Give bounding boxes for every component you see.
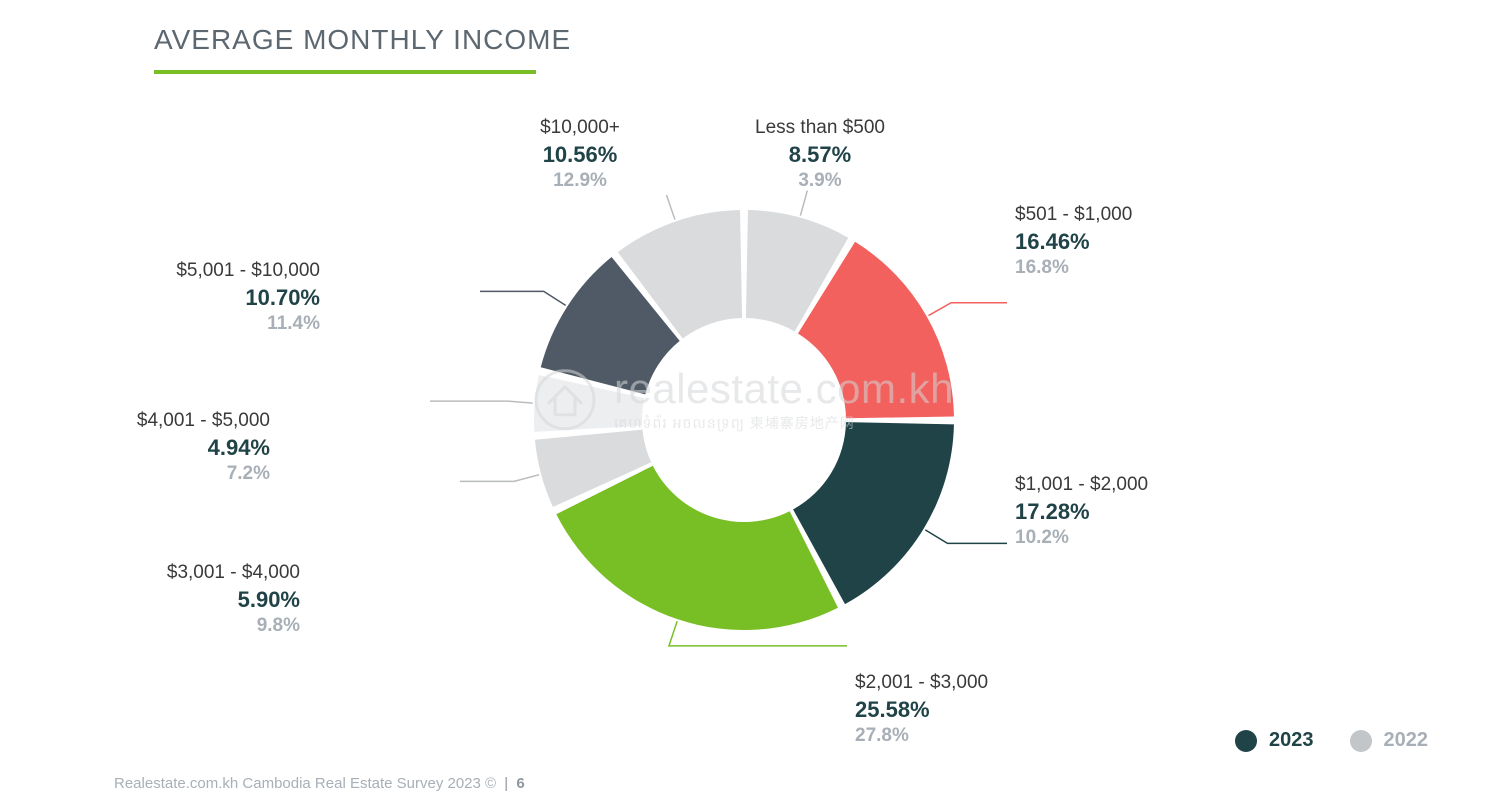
slice-value-2023: 10.56% [540, 141, 620, 170]
slice-value-2023: 4.94% [137, 434, 270, 463]
leader-line [430, 401, 533, 403]
slice-category: $501 - $1,000 [1015, 202, 1132, 228]
leader-line [928, 303, 1007, 316]
slice-label: $5,001 - $10,00010.70%11.4% [176, 258, 320, 336]
slice-label: $4,001 - $5,0004.94%7.2% [137, 408, 270, 486]
slice-value-2022: 7.2% [137, 462, 270, 486]
leader-line [800, 191, 807, 216]
slice-value-2022: 3.9% [755, 169, 885, 193]
slice-label: $3,001 - $4,0005.90%9.8% [167, 560, 300, 638]
slice-category: $1,001 - $2,000 [1015, 472, 1148, 498]
legend-label: 2023 [1269, 729, 1314, 752]
donut-chart-svg [0, 0, 1488, 808]
footer-page-number: 6 [516, 775, 524, 792]
slice-value-2022: 11.4% [176, 312, 320, 336]
slice-value-2023: 17.28% [1015, 498, 1148, 527]
legend-label: 2022 [1384, 729, 1429, 752]
slice-value-2022: 9.8% [167, 614, 300, 638]
slice-value-2023: 8.57% [755, 141, 885, 170]
slice-value-2023: 5.90% [167, 586, 300, 615]
slice-value-2023: 25.58% [855, 696, 988, 725]
slice-value-2022: 12.9% [540, 169, 620, 193]
leader-line [666, 195, 674, 220]
slice-category: $4,001 - $5,000 [137, 408, 270, 434]
slice-label: $10,000+10.56%12.9% [540, 115, 620, 193]
legend-item: 2023 [1235, 729, 1314, 752]
slice-value-2022: 16.8% [1015, 256, 1132, 280]
slice-category: $5,001 - $10,000 [176, 258, 320, 284]
slice-category: $10,000+ [540, 115, 620, 141]
slice-label: $501 - $1,00016.46%16.8% [1015, 202, 1132, 280]
leader-line [480, 291, 566, 305]
donut-slice [556, 466, 838, 630]
leader-line [460, 475, 539, 482]
legend-dot [1350, 730, 1372, 752]
chart-legend: 2023 2022 [1235, 729, 1428, 752]
legend-dot [1235, 730, 1257, 752]
slice-value-2023: 10.70% [176, 284, 320, 313]
slice-label: $2,001 - $3,00025.58%27.8% [855, 670, 988, 748]
footer-text: Realestate.com.kh Cambodia Real Estate S… [114, 775, 496, 792]
donut-chart-container: realestate.com.kh គេហទំព័រ អចលនទ្រព្យ 柬埔… [0, 0, 1488, 808]
page-footer: Realestate.com.kh Cambodia Real Estate S… [114, 775, 525, 792]
slice-category: $3,001 - $4,000 [167, 560, 300, 586]
slice-label: Less than $5008.57%3.9% [755, 115, 885, 193]
slice-category: Less than $500 [755, 115, 885, 141]
slice-value-2022: 27.8% [855, 724, 988, 748]
slice-category: $2,001 - $3,000 [855, 670, 988, 696]
slice-value-2022: 10.2% [1015, 526, 1148, 550]
legend-item: 2022 [1350, 729, 1429, 752]
slice-label: $1,001 - $2,00017.28%10.2% [1015, 472, 1148, 550]
leader-line [925, 530, 1007, 543]
footer-separator: | [504, 775, 508, 792]
slice-value-2023: 16.46% [1015, 228, 1132, 257]
